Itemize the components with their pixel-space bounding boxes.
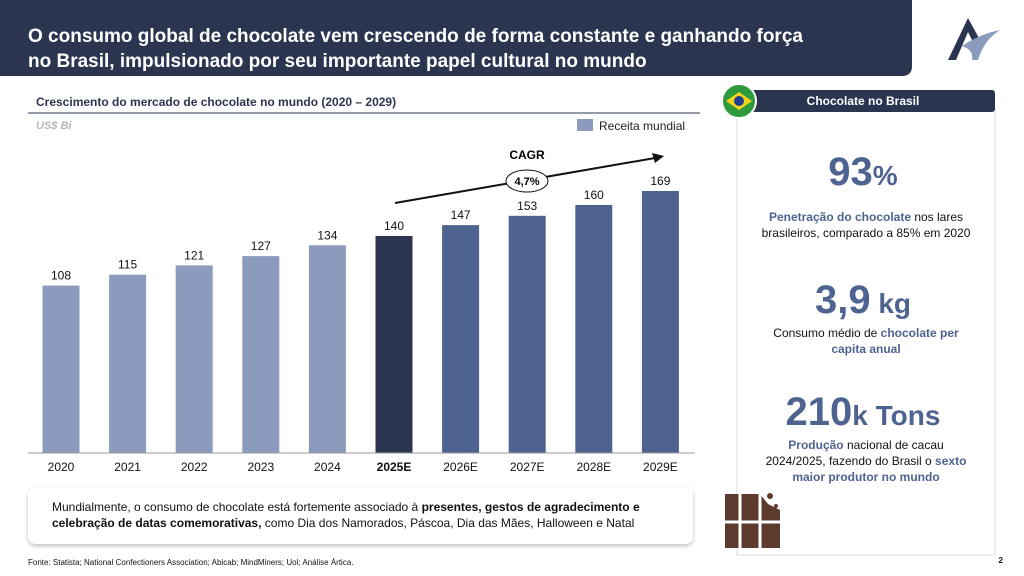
cagr-label: CAGR — [509, 148, 545, 162]
note-segment: como Dia dos Namorados, Páscoa, Dia das … — [261, 516, 634, 530]
stat-number: 93 — [828, 150, 873, 194]
x-tick-label: 2025E — [377, 460, 412, 474]
stat-desc-segment: Produção — [788, 438, 843, 452]
value-label: 115 — [118, 258, 137, 272]
bar — [308, 245, 346, 453]
chocolate-icon — [725, 493, 780, 548]
value-label: 169 — [650, 174, 670, 188]
chart-title: Crescimento do mercado de chocolate no m… — [36, 95, 396, 109]
title-line: O consumo global de chocolate vem cresce… — [28, 26, 803, 47]
note-segment: celebração de datas comemorativas, — [52, 516, 261, 530]
stat-desc: Produção nacional de cacau — [788, 438, 943, 452]
stat-desc-segment: Penetração do chocolate — [769, 210, 911, 224]
legend-swatch — [577, 119, 593, 131]
bar — [508, 215, 546, 453]
stat-desc-segment: nos lares — [911, 210, 963, 224]
header-band — [0, 0, 912, 76]
stat-desc-segment: brasileiros, comparado a 85% em 2020 — [762, 226, 971, 240]
value-label: 140 — [384, 219, 404, 233]
bar — [42, 285, 80, 453]
stat-desc-segment: capita anual — [831, 342, 900, 356]
stat-desc: brasileiros, comparado a 85% em 2020 — [762, 226, 971, 240]
value-label: 134 — [317, 228, 337, 242]
unit-label: US$ Bi — [36, 120, 72, 132]
value-label: 121 — [184, 248, 204, 262]
stat-desc-segment: sexto — [935, 454, 966, 468]
panel-box — [736, 105, 996, 556]
stat-desc-segment: chocolate per — [881, 326, 959, 340]
bar — [242, 256, 280, 453]
cagr-arrowhead — [652, 153, 664, 163]
value-label: 147 — [451, 208, 471, 222]
x-tick-label: 2029E — [643, 460, 678, 474]
stat-number: 210 — [786, 390, 853, 434]
stat-value: 93% — [828, 150, 898, 194]
bar — [109, 274, 147, 453]
note-line: celebração de datas comemorativas, como … — [52, 516, 634, 530]
content: O consumo global de chocolate vem cresce… — [28, 26, 1004, 567]
brazil-flag — [721, 83, 757, 119]
x-tick-label: 2028E — [576, 460, 611, 474]
bar — [575, 204, 613, 453]
note-segment: presentes, gestos de agradecimento e — [422, 500, 640, 514]
bar — [375, 235, 413, 453]
value-label: 127 — [251, 239, 271, 253]
stat-desc: 2024/2025, fazendo do Brasil o sexto — [766, 454, 967, 468]
cagr-value: 4,7% — [514, 176, 539, 188]
stat-desc: Consumo médio de chocolate per — [773, 326, 959, 340]
logo — [948, 18, 1000, 60]
note-line: Mundialmente, o consumo de chocolate est… — [52, 500, 640, 514]
x-tick-label: 2024 — [314, 460, 341, 474]
page-number: 2 — [999, 556, 1004, 565]
bar — [175, 265, 213, 453]
stat-unit: % — [873, 160, 898, 191]
stat-desc-segment: nacional de cacau — [844, 438, 944, 452]
note-segment: Mundialmente, o consumo de chocolate est… — [52, 500, 422, 514]
x-tick-label: 2020 — [48, 460, 75, 474]
value-label: 108 — [51, 269, 71, 283]
source: Fonte: Statista; National Confectioners … — [28, 558, 354, 567]
bar — [442, 225, 480, 453]
x-tick-label: 2023 — [247, 460, 274, 474]
value-label: 160 — [584, 188, 604, 202]
stat-value: 210k Tons — [786, 390, 941, 434]
note-box — [28, 487, 693, 544]
panel-header — [728, 90, 995, 112]
stat-desc-segment: 2024/2025, fazendo do Brasil o — [766, 454, 935, 468]
x-tick-label: 2022 — [181, 460, 208, 474]
stat-desc: capita anual — [831, 342, 900, 356]
stat-value: 3,9 kg — [815, 278, 911, 322]
bar — [641, 191, 679, 453]
stat-unit: k Tons — [852, 400, 940, 431]
value-label: 153 — [517, 199, 537, 213]
x-tick-label: 2021 — [114, 460, 141, 474]
stat-desc: maior produtor no mundo — [792, 470, 939, 484]
cagr-ellipse — [505, 169, 549, 193]
stat-number: 3,9 — [815, 278, 871, 322]
stat-desc-segment: Consumo médio de — [773, 326, 880, 340]
stat-desc-segment: maior produtor no mundo — [792, 470, 939, 484]
stat-desc: Penetração do chocolate nos lares — [769, 210, 963, 224]
x-tick-label: 2027E — [510, 460, 545, 474]
x-tick-label: 2026E — [443, 460, 478, 474]
stat-unit: kg — [871, 288, 911, 319]
legend-label: Receita mundial — [599, 119, 685, 133]
title-line: no Brasil, impulsionado por seu importan… — [28, 51, 647, 72]
panel-title: Chocolate no Brasil — [807, 94, 920, 108]
